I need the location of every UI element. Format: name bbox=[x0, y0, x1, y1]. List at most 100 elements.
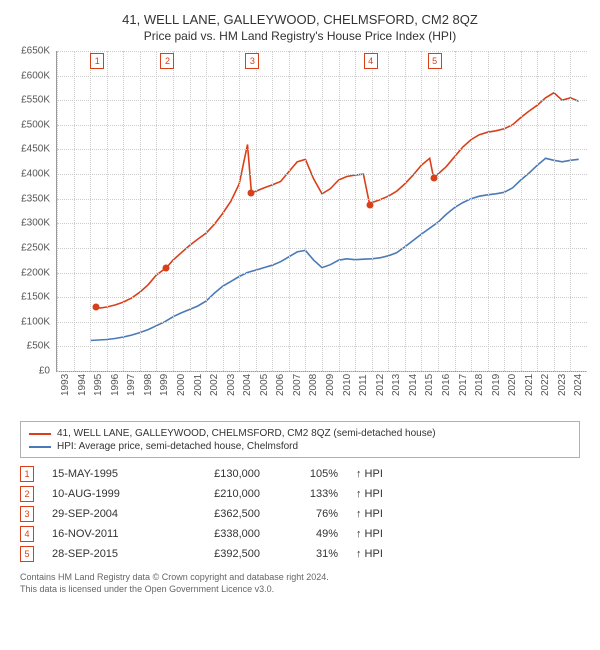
gridline-x bbox=[405, 51, 406, 371]
y-axis-label: £50K bbox=[10, 341, 50, 352]
sale-point bbox=[163, 264, 170, 271]
sale-date: 29-SEP-2004 bbox=[52, 508, 162, 520]
x-axis-label: 2013 bbox=[391, 374, 402, 396]
sale-price: £130,000 bbox=[180, 468, 260, 480]
gridline-y bbox=[57, 371, 587, 372]
x-axis-label: 1996 bbox=[110, 374, 121, 396]
y-axis-label: £450K bbox=[10, 144, 50, 155]
y-axis-label: £200K bbox=[10, 267, 50, 278]
gridline-x bbox=[471, 51, 472, 371]
sale-row: 115-MAY-1995£130,000105%↑ HPI bbox=[20, 464, 580, 484]
sale-pct: 105% bbox=[278, 468, 338, 480]
footer-line-2: This data is licensed under the Open Gov… bbox=[20, 584, 580, 596]
sale-pct: 133% bbox=[278, 488, 338, 500]
sale-index-box: 2 bbox=[20, 486, 34, 502]
sale-row: 210-AUG-1999£210,000133%↑ HPI bbox=[20, 484, 580, 504]
x-axis-label: 2015 bbox=[424, 374, 435, 396]
sale-hpi-suffix: ↑ HPI bbox=[356, 488, 383, 500]
x-axis-label: 2014 bbox=[408, 374, 419, 396]
sale-index-box: 3 bbox=[20, 506, 34, 522]
gridline-x bbox=[339, 51, 340, 371]
sale-pct: 49% bbox=[278, 528, 338, 540]
x-axis-label: 2008 bbox=[308, 374, 319, 396]
sales-table: 115-MAY-1995£130,000105%↑ HPI210-AUG-199… bbox=[20, 464, 580, 564]
sale-hpi-suffix: ↑ HPI bbox=[356, 548, 383, 560]
sale-date: 15-MAY-1995 bbox=[52, 468, 162, 480]
sale-point bbox=[430, 174, 437, 181]
sale-marker-box: 2 bbox=[160, 53, 174, 69]
x-axis-label: 2016 bbox=[441, 374, 452, 396]
gridline-x bbox=[455, 51, 456, 371]
legend-swatch bbox=[29, 446, 51, 448]
series-line bbox=[90, 158, 579, 340]
x-axis-label: 2002 bbox=[209, 374, 220, 396]
sale-price: £338,000 bbox=[180, 528, 260, 540]
sale-hpi-suffix: ↑ HPI bbox=[356, 468, 383, 480]
chart-title: 41, WELL LANE, GALLEYWOOD, CHELMSFORD, C… bbox=[10, 12, 590, 27]
plot-region: 12345 bbox=[56, 51, 587, 372]
y-axis-label: £400K bbox=[10, 169, 50, 180]
x-axis-label: 1997 bbox=[126, 374, 137, 396]
sale-price: £362,500 bbox=[180, 508, 260, 520]
x-axis-label: 2006 bbox=[275, 374, 286, 396]
sale-hpi-suffix: ↑ HPI bbox=[356, 508, 383, 520]
footer-attribution: Contains HM Land Registry data © Crown c… bbox=[20, 572, 580, 595]
sale-pct: 76% bbox=[278, 508, 338, 520]
x-axis-label: 2001 bbox=[193, 374, 204, 396]
gridline-x bbox=[239, 51, 240, 371]
y-axis-label: £500K bbox=[10, 119, 50, 130]
y-axis-label: £250K bbox=[10, 242, 50, 253]
sale-marker-box: 1 bbox=[90, 53, 104, 69]
gridline-x bbox=[57, 51, 58, 371]
sale-price: £210,000 bbox=[180, 488, 260, 500]
sale-point bbox=[93, 304, 100, 311]
x-axis-label: 2000 bbox=[176, 374, 187, 396]
gridline-x bbox=[504, 51, 505, 371]
gridline-x bbox=[190, 51, 191, 371]
gridline-x bbox=[488, 51, 489, 371]
x-axis-label: 1995 bbox=[93, 374, 104, 396]
legend-label: 41, WELL LANE, GALLEYWOOD, CHELMSFORD, C… bbox=[57, 428, 436, 439]
x-axis-label: 1994 bbox=[77, 374, 88, 396]
x-axis-label: 2020 bbox=[507, 374, 518, 396]
gridline-x bbox=[272, 51, 273, 371]
gridline-x bbox=[305, 51, 306, 371]
sale-marker-box: 5 bbox=[428, 53, 442, 69]
sale-point bbox=[366, 201, 373, 208]
gridline-x bbox=[156, 51, 157, 371]
sale-date: 16-NOV-2011 bbox=[52, 528, 162, 540]
y-axis-label: £600K bbox=[10, 70, 50, 81]
gridline-x bbox=[289, 51, 290, 371]
gridline-x bbox=[107, 51, 108, 371]
sale-point bbox=[248, 189, 255, 196]
legend-row: HPI: Average price, semi-detached house,… bbox=[29, 440, 571, 453]
x-axis-label: 2019 bbox=[491, 374, 502, 396]
x-axis-label: 2004 bbox=[242, 374, 253, 396]
gridline-x bbox=[173, 51, 174, 371]
x-axis-label: 1998 bbox=[143, 374, 154, 396]
x-axis-label: 2010 bbox=[342, 374, 353, 396]
gridline-x bbox=[372, 51, 373, 371]
gridline-x bbox=[90, 51, 91, 371]
x-axis-label: 2017 bbox=[458, 374, 469, 396]
gridline-x bbox=[537, 51, 538, 371]
y-axis-label: £350K bbox=[10, 193, 50, 204]
legend-label: HPI: Average price, semi-detached house,… bbox=[57, 441, 298, 452]
y-axis-label: £100K bbox=[10, 316, 50, 327]
sale-hpi-suffix: ↑ HPI bbox=[356, 528, 383, 540]
x-axis-label: 2018 bbox=[474, 374, 485, 396]
legend: 41, WELL LANE, GALLEYWOOD, CHELMSFORD, C… bbox=[20, 421, 580, 458]
gridline-x bbox=[140, 51, 141, 371]
gridline-x bbox=[388, 51, 389, 371]
gridline-x bbox=[256, 51, 257, 371]
gridline-x bbox=[74, 51, 75, 371]
x-axis-label: 2022 bbox=[540, 374, 551, 396]
sale-marker-box: 3 bbox=[245, 53, 259, 69]
gridline-x bbox=[322, 51, 323, 371]
y-axis-label: £300K bbox=[10, 218, 50, 229]
legend-row: 41, WELL LANE, GALLEYWOOD, CHELMSFORD, C… bbox=[29, 427, 571, 440]
x-axis-label: 2009 bbox=[325, 374, 336, 396]
y-axis-label: £550K bbox=[10, 95, 50, 106]
sale-row: 3 29-SEP-2004 £362,500 76% ↑ HPI bbox=[20, 504, 580, 524]
y-axis-label: £0 bbox=[10, 366, 50, 377]
